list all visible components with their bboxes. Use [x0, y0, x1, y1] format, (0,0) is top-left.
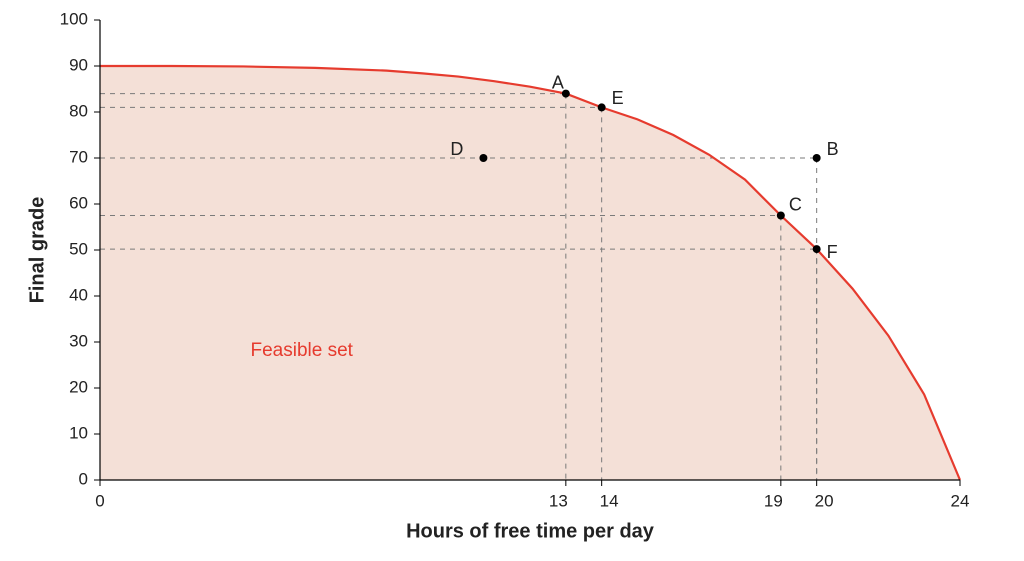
- point-F: [813, 245, 821, 253]
- point-label-D: D: [450, 139, 463, 159]
- point-E: [598, 103, 606, 111]
- y-tick-label-70: 70: [69, 147, 88, 166]
- y-axis-title: Final grade: [26, 197, 48, 304]
- point-label-E: E: [612, 88, 624, 108]
- x-axis-title: Hours of free time per day: [406, 520, 655, 542]
- x-tick-label-24: 24: [951, 491, 970, 510]
- x-tick-label-14: 14: [600, 491, 619, 510]
- point-B: [813, 154, 821, 162]
- point-C: [777, 212, 785, 220]
- x-tick-label-13: 13: [549, 491, 568, 510]
- x-tick-label-19: 19: [764, 491, 783, 510]
- point-label-C: C: [789, 194, 802, 214]
- y-tick-label-40: 40: [69, 285, 88, 304]
- feasible-region-fill: [100, 66, 960, 480]
- chart-svg: 0 10 20 30 40 50 60 70 80 90 100 0 13 14 19 20 24 Hours o…: [0, 0, 1024, 561]
- y-tick-label-0: 0: [79, 469, 88, 488]
- y-tick-label-100: 100: [60, 9, 88, 28]
- y-tick-label-20: 20: [69, 377, 88, 396]
- y-tick-label-30: 30: [69, 331, 88, 350]
- y-tick-label-10: 10: [69, 423, 88, 442]
- x-tick-label-0: 0: [95, 491, 104, 510]
- y-tick-label-60: 60: [69, 193, 88, 212]
- point-label-B: B: [827, 139, 839, 159]
- point-label-F: F: [827, 242, 838, 262]
- y-tick-label-50: 50: [69, 239, 88, 258]
- y-tick-label-80: 80: [69, 101, 88, 120]
- point-D: [479, 154, 487, 162]
- feasible-frontier-chart: 0 10 20 30 40 50 60 70 80 90 100 0 13 14 19 20 24 Hours o…: [0, 0, 1024, 561]
- point-label-A: A: [552, 72, 564, 92]
- y-tick-label-90: 90: [69, 55, 88, 74]
- x-tick-label-20: 20: [815, 491, 834, 510]
- feasible-set-label: Feasible set: [251, 340, 354, 361]
